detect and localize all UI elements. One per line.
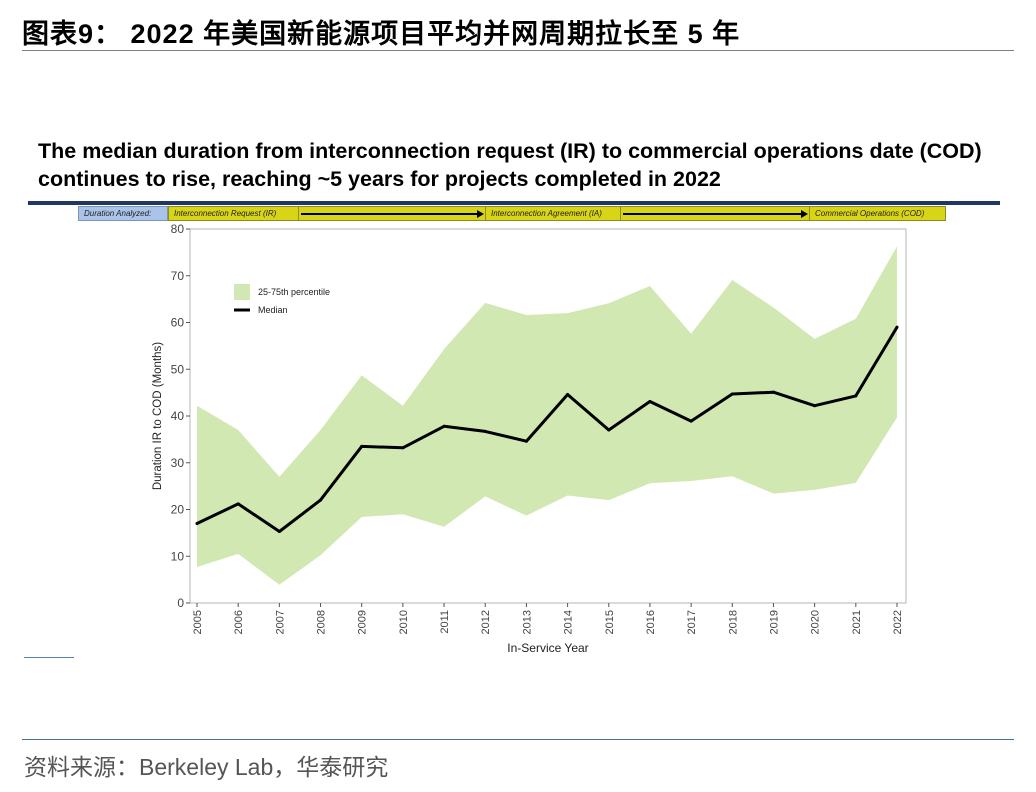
y-tick-label: 50 [171, 362, 185, 376]
x-tick-label: 2018 [727, 610, 739, 634]
x-tick-label: 2013 [521, 610, 533, 634]
median-point [566, 392, 570, 396]
x-tick-label: 2021 [851, 610, 863, 634]
x-tick-label: 2010 [398, 610, 410, 634]
y-tick-label: 40 [171, 409, 185, 423]
median-point [319, 498, 323, 502]
y-tick-label: 10 [171, 549, 185, 563]
x-tick-label: 2012 [480, 610, 492, 634]
legend-band-swatch [234, 284, 250, 300]
median-point [524, 439, 528, 443]
percentile-band-area [197, 246, 897, 585]
decorative-line [24, 657, 74, 658]
title-underline [28, 201, 1000, 205]
bottom-divider [22, 739, 1014, 740]
median-line [196, 326, 899, 533]
median-point [689, 419, 693, 423]
median-point [236, 502, 240, 506]
top-divider [22, 50, 1014, 51]
median-point [771, 390, 775, 394]
median-point [360, 444, 364, 448]
median-point [730, 392, 734, 396]
median-point [401, 446, 405, 450]
y-tick-label: 0 [177, 596, 184, 610]
median-point [195, 522, 199, 526]
stage-bar: Duration Analyzed: Interconnection Reque… [78, 206, 946, 221]
x-tick-label: 2016 [645, 610, 657, 634]
x-tick-label: 2009 [357, 610, 369, 634]
median-point [854, 394, 858, 398]
x-tick-label: 2008 [316, 610, 328, 634]
median-point [813, 404, 817, 408]
median-point [483, 429, 487, 433]
stage-interconnection-agreement: Interconnection Agreement (IA) [485, 206, 621, 221]
figure-title: 图表9： 2022 年美国新能源项目平均并网周期拉长至 5 年 [22, 19, 741, 49]
legend-median-label: Median [258, 305, 288, 315]
y-tick-label: 20 [171, 503, 185, 517]
source-note: 资料来源：Berkeley Lab，华泰研究 [24, 754, 389, 780]
x-tick-label: 2005 [192, 610, 204, 634]
y-tick-label: 60 [171, 316, 185, 330]
median-point [442, 424, 446, 428]
x-tick-label: 2014 [563, 610, 575, 634]
x-tick-label: 2019 [768, 610, 780, 634]
legend-band-label: 25-75th percentile [258, 287, 330, 297]
x-tick-label: 2015 [604, 610, 616, 634]
y-tick-label: 80 [171, 222, 185, 236]
y-tick-label: 70 [171, 269, 185, 283]
stage-commercial-operations: Commercial Operations (COD) [809, 206, 946, 221]
y-tick-label: 30 [171, 456, 185, 470]
stage-arrow-right-icon [621, 206, 809, 221]
median-point [648, 400, 652, 404]
x-axis-label: In-Service Year [507, 641, 588, 655]
stage-label: Duration Analyzed: [78, 206, 168, 221]
stage-interconnection-request: Interconnection Request (IR) [168, 206, 299, 221]
x-tick-label: 2017 [686, 610, 698, 634]
x-tick-label: 2006 [233, 610, 245, 634]
median-point [895, 325, 899, 329]
median-point [277, 529, 281, 533]
x-tick-label: 2011 [439, 610, 451, 634]
x-tick-label: 2007 [274, 610, 286, 634]
y-axis-label: Duration IR to COD (Months) [152, 342, 164, 490]
x-tick-label: 2020 [810, 610, 822, 634]
median-point [607, 428, 611, 432]
chart-title: The median duration from interconnection… [38, 139, 982, 191]
x-tick-label: 2022 [892, 610, 904, 634]
stage-arrow-right-icon [299, 206, 485, 221]
